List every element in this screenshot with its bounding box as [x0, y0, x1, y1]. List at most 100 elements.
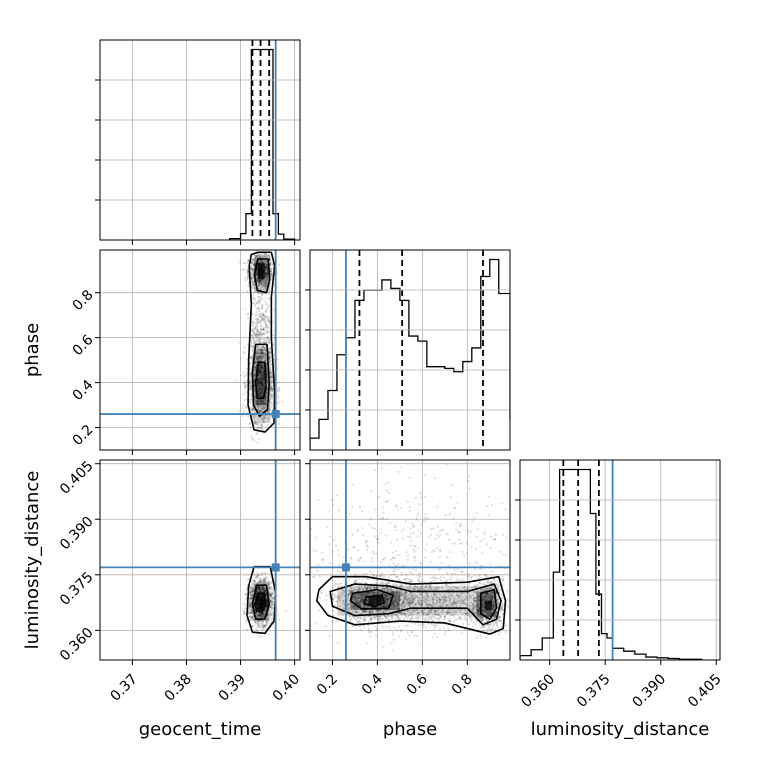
scatter-point — [258, 380, 261, 383]
scatter-point — [252, 270, 255, 273]
scatter-point — [265, 398, 268, 401]
scatter-point — [260, 366, 263, 369]
scatter-point — [251, 334, 254, 337]
scatter-point — [255, 619, 258, 623]
scatter-point — [257, 384, 260, 387]
scatter-point — [266, 303, 269, 306]
scatter-point — [257, 380, 261, 383]
scatter-point — [259, 400, 263, 403]
scatter-point — [258, 620, 261, 623]
scatter-point — [258, 410, 261, 413]
scatter-point — [257, 355, 260, 359]
scatter-point — [260, 325, 263, 328]
scatter-point — [266, 340, 269, 343]
scatter-point — [260, 376, 263, 379]
scatter-point — [250, 385, 253, 388]
scatter-point — [257, 408, 261, 411]
scatter-point — [263, 321, 267, 324]
scatter-point — [267, 329, 270, 332]
scatter-point — [262, 284, 265, 287]
contour-line — [247, 251, 276, 433]
scatter-point — [270, 268, 273, 271]
scatter-point — [260, 410, 263, 414]
scatter-point — [242, 609, 245, 613]
scatter-point — [253, 327, 256, 330]
scatter-point — [280, 400, 284, 403]
scatter-point — [250, 279, 253, 282]
scatter-point — [260, 260, 263, 263]
scatter-point — [263, 352, 266, 355]
scatter-point — [246, 269, 249, 272]
scatter-point — [258, 345, 261, 348]
scatter-point — [260, 317, 264, 320]
scatter-point — [266, 379, 269, 383]
scatter-point — [254, 326, 257, 329]
scatter-point — [256, 379, 259, 382]
scatter-point — [264, 397, 267, 401]
scatter-point — [258, 351, 262, 354]
scatter-point — [254, 333, 257, 336]
scatter-point — [260, 380, 263, 383]
scatter-point — [262, 379, 265, 382]
scatter-point — [257, 349, 261, 353]
scatter-point — [253, 258, 256, 261]
scatter-point — [269, 389, 272, 392]
scatter-point — [268, 355, 271, 358]
scatter-point — [269, 280, 272, 283]
scatter-point — [268, 366, 272, 369]
scatter-point — [263, 349, 266, 352]
scatter-point — [271, 588, 274, 591]
scatter-point — [264, 347, 267, 350]
scatter-point — [268, 338, 272, 342]
scatter-point — [259, 382, 263, 385]
scatter-point — [276, 382, 279, 385]
scatter-point — [264, 407, 268, 410]
scatter-point — [269, 387, 272, 390]
scatter-point — [257, 379, 260, 383]
scatter-point — [258, 299, 261, 302]
scatter-point — [243, 277, 246, 280]
scatter-point — [251, 357, 254, 360]
scatter-point — [253, 384, 256, 387]
scatter-point — [258, 260, 261, 263]
scatter-point — [264, 406, 267, 409]
scatter-point — [258, 392, 261, 396]
scatter-point — [257, 284, 260, 288]
scatter-point — [250, 380, 253, 383]
scatter-point — [261, 366, 264, 369]
scatter-point — [249, 387, 252, 390]
scatter-point — [260, 349, 263, 352]
scatter-point — [243, 346, 246, 349]
panel-frame — [99, 39, 301, 241]
scatter-point — [263, 287, 266, 291]
scatter-point — [259, 366, 262, 369]
scatter-point — [262, 377, 265, 380]
scatter-point — [257, 296, 260, 299]
scatter-point — [261, 280, 264, 283]
scatter-point — [263, 278, 267, 281]
scatter-point — [258, 387, 261, 390]
scatter-point — [250, 271, 254, 274]
scatter-point — [268, 414, 271, 417]
scatter-point — [255, 422, 258, 426]
scatter-point — [265, 337, 269, 340]
scatter-point — [260, 307, 263, 311]
scatter-point — [259, 260, 262, 263]
scatter-point — [260, 352, 263, 355]
scatter-point — [260, 282, 264, 285]
scatter-point — [242, 268, 245, 271]
scatter-point — [260, 399, 263, 403]
scatter-point — [258, 384, 261, 387]
scatter-point — [256, 320, 259, 323]
scatter-point — [260, 377, 263, 380]
scatter-point — [269, 375, 273, 379]
scatter-point — [249, 600, 252, 603]
scatter-point — [258, 382, 261, 385]
scatter-point — [259, 366, 262, 369]
scatter-point — [270, 379, 273, 382]
scatter-point — [266, 382, 269, 385]
scatter-point — [265, 272, 268, 275]
scatter-point — [261, 386, 264, 389]
scatter-point — [257, 371, 260, 374]
scatter-point — [270, 372, 274, 375]
